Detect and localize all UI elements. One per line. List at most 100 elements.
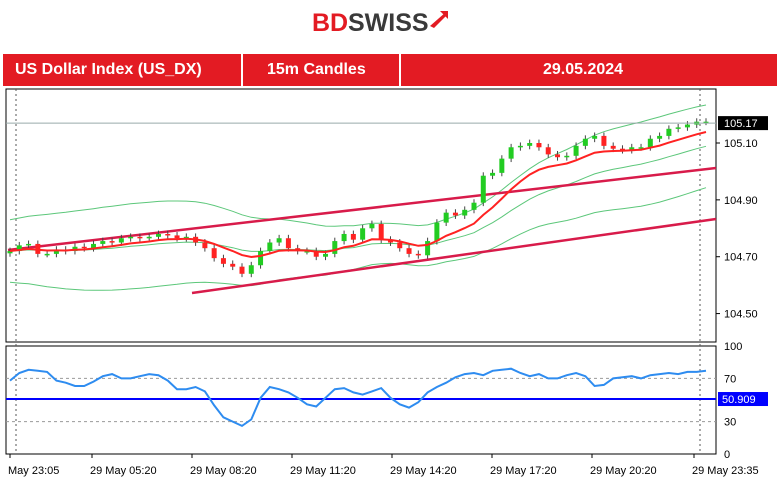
candle-body — [499, 158, 505, 173]
candle-body — [610, 145, 616, 149]
candle-body — [174, 235, 180, 239]
time-tick-label: May 23:05 — [8, 465, 59, 477]
candle-body — [406, 248, 412, 254]
candle-body — [220, 258, 226, 264]
candle-body — [387, 239, 393, 243]
price-tick-label: 104.50 — [724, 309, 758, 321]
candle-body — [26, 243, 32, 246]
candle-body — [638, 147, 644, 149]
brand-logo: BD SWISS — [312, 9, 448, 37]
candle-body — [91, 243, 97, 249]
current-price-label: 105.17 — [724, 118, 758, 130]
channel-upper-line — [7, 166, 717, 252]
candle-body — [285, 238, 291, 249]
brand-name-right: SWISS — [348, 9, 429, 37]
time-tick-label: 29 May 05:20 — [90, 465, 157, 477]
price-tick-label: 104.90 — [724, 195, 758, 207]
date-label: 29.05.2024 — [543, 61, 624, 78]
candle-body — [155, 233, 161, 237]
candle-body — [452, 212, 458, 216]
rsi-tick-label: 30 — [724, 417, 736, 429]
candle-body — [360, 228, 366, 240]
candle-body — [109, 241, 115, 243]
price-chart: 105.10 104.90 104.70 104.50 105.17 100 70 30 0 5… — [5, 88, 768, 477]
rsi-tick-label: 70 — [724, 373, 736, 385]
time-tick-label: 29 May 20:20 — [590, 465, 657, 477]
candle-body — [44, 253, 50, 256]
candle-body — [564, 155, 570, 158]
candle-body — [471, 202, 477, 210]
candle-body — [137, 236, 143, 239]
candle-body — [684, 124, 690, 128]
candle-body — [267, 242, 273, 252]
price-tick-label: 104.70 — [724, 252, 758, 264]
rsi-value-box — [718, 392, 768, 407]
candle-body — [443, 212, 449, 223]
candle-body — [118, 238, 124, 243]
candle-body — [573, 145, 579, 156]
time-axis: May 23:05 29 May 05:20 29 May 08:20 29 May … — [8, 454, 759, 477]
candle-body — [230, 263, 236, 267]
price-axis: 105.10 104.90 104.70 104.50 105.17 — [6, 116, 768, 321]
candle-body — [53, 249, 59, 254]
candle-body — [276, 238, 282, 243]
candle-body — [675, 127, 681, 129]
candle-body — [239, 266, 245, 274]
candle-body — [415, 253, 421, 256]
time-tick-label: 29 May 23:35 — [692, 465, 759, 477]
time-tick-label: 29 May 14:20 — [390, 465, 457, 477]
current-price-box — [718, 116, 768, 131]
chart-header-bar: US Dollar Index (US_DX) 15m Candles 29.0… — [3, 54, 777, 86]
channel-lower-line — [191, 217, 717, 295]
candle-body — [81, 246, 87, 249]
candle-body — [202, 242, 208, 249]
candle-body — [341, 233, 347, 242]
time-tick-label: 29 May 11:20 — [290, 465, 356, 477]
rsi-panel: 100 70 30 0 50.909 — [6, 341, 768, 461]
candle-body — [592, 135, 598, 139]
candle-body — [508, 147, 514, 159]
candle-body — [211, 248, 217, 259]
candle-body — [527, 143, 533, 146]
rsi-line — [9, 367, 707, 428]
candle-body — [703, 121, 709, 124]
moving-average-line — [9, 131, 707, 259]
candle-body — [146, 236, 152, 239]
candle-body — [397, 242, 403, 249]
candle-body — [304, 251, 310, 253]
bollinger-lower-band — [9, 187, 707, 291]
rsi-value-label: 50.909 — [722, 394, 756, 406]
bollinger-upper-band — [9, 104, 707, 227]
rsi-tick-label: 100 — [724, 341, 742, 353]
candle-body — [619, 148, 625, 151]
candle-body — [647, 138, 653, 148]
timeframe-label: 15m Candles — [267, 61, 366, 78]
candle-body — [100, 241, 106, 244]
candle-body — [657, 135, 663, 139]
candle-body — [258, 251, 264, 266]
price-panel-border — [5, 88, 717, 343]
candle-body — [490, 172, 496, 176]
candle-body — [425, 241, 431, 256]
candle-body — [545, 147, 551, 155]
candles — [7, 118, 709, 278]
instrument-title: US Dollar Index (US_DX) — [15, 61, 202, 78]
price-tick-label: 105.10 — [724, 138, 758, 150]
candle-body — [666, 128, 672, 136]
candle-body — [434, 222, 440, 242]
candle-body — [462, 209, 468, 216]
candle-body — [480, 175, 486, 203]
candle-body — [601, 135, 607, 146]
candle-body — [536, 143, 542, 148]
candle-body — [183, 236, 189, 239]
moving-average — [9, 131, 707, 259]
bollinger-middle-band — [9, 145, 707, 252]
candle-body — [248, 265, 254, 274]
candle-body — [378, 224, 384, 240]
candle-body — [369, 224, 375, 229]
candle-body — [629, 147, 635, 151]
candle-body — [16, 245, 22, 252]
rsi-tick-label: 0 — [724, 449, 730, 461]
candle-body — [165, 233, 171, 236]
bollinger-bands — [9, 104, 707, 291]
